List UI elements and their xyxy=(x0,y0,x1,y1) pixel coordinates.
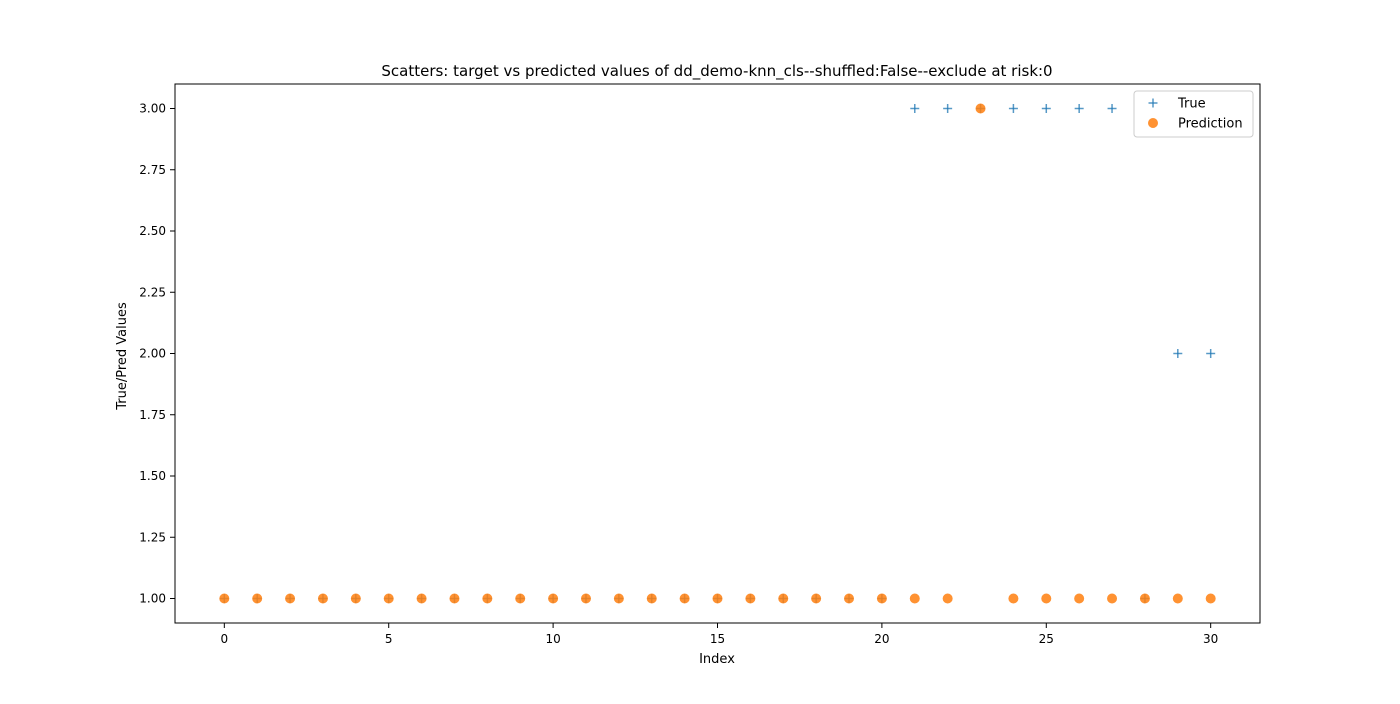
x-tick-label: 25 xyxy=(1039,632,1054,646)
legend-box xyxy=(1133,90,1254,138)
prediction-point xyxy=(613,593,624,604)
prediction-point xyxy=(548,593,559,604)
prediction-point xyxy=(679,593,690,604)
prediction-point xyxy=(844,593,855,604)
true-point xyxy=(1107,104,1117,113)
y-tick-label: 1.25 xyxy=(139,530,166,544)
legend-label: Prediction xyxy=(1178,117,1243,132)
true-point xyxy=(1206,349,1216,358)
y-tick-label: 1.00 xyxy=(139,592,166,606)
prediction-point xyxy=(383,593,394,604)
legend-marker xyxy=(1148,98,1158,108)
prediction-point xyxy=(580,593,591,604)
prediction-point xyxy=(811,593,822,604)
true-point xyxy=(1041,104,1051,113)
prediction-point xyxy=(1107,593,1118,604)
prediction-point xyxy=(942,593,953,604)
prediction-point xyxy=(1205,593,1216,604)
prediction-point xyxy=(778,593,789,604)
legend-marker xyxy=(1148,118,1158,128)
y-tick-label: 3.00 xyxy=(139,102,166,116)
true-point xyxy=(1074,104,1084,113)
legend: True Prediction xyxy=(1133,90,1254,138)
x-tick-label: 0 xyxy=(220,632,228,646)
x-tick-label: 10 xyxy=(545,632,560,646)
prediction-point xyxy=(350,593,361,604)
true-point xyxy=(1173,349,1183,358)
prediction-point xyxy=(1041,593,1052,604)
true-point xyxy=(943,104,953,113)
axes: 0 5 10 15 20 25 30 1.00 1.25 1.50 1.75 2.00 2.25 2.50… xyxy=(139,83,1261,646)
true-point xyxy=(910,104,920,113)
prediction-point xyxy=(416,593,427,604)
prediction-point xyxy=(745,593,756,604)
series-prediction xyxy=(219,103,1216,604)
legend-label: True xyxy=(1177,97,1206,112)
prediction-point xyxy=(909,593,920,604)
prediction-point xyxy=(646,593,657,604)
plot-area xyxy=(219,103,1216,604)
prediction-point xyxy=(1139,593,1150,604)
prediction-point xyxy=(975,103,986,114)
prediction-point xyxy=(1172,593,1183,604)
prediction-point xyxy=(1074,593,1085,604)
y-tick-label: 1.50 xyxy=(139,469,166,483)
prediction-point xyxy=(317,593,328,604)
prediction-point xyxy=(449,593,460,604)
x-tick-label: 30 xyxy=(1203,632,1218,646)
x-axis-label: Index xyxy=(699,652,735,667)
x-tick-label: 20 xyxy=(874,632,889,646)
prediction-point xyxy=(876,593,887,604)
prediction-point xyxy=(285,593,296,604)
chart-title: Scatters: target vs predicted values of … xyxy=(381,62,1052,81)
legend-entry-prediction: Prediction xyxy=(1148,117,1243,132)
x-tick-label: 5 xyxy=(385,632,393,646)
prediction-point xyxy=(219,593,230,604)
legend-entry-true: True xyxy=(1148,97,1206,112)
y-tick-label: 1.75 xyxy=(139,408,166,422)
y-tick-label: 2.25 xyxy=(139,285,166,299)
prediction-point xyxy=(712,593,723,604)
true-point xyxy=(1008,104,1018,113)
y-tick-label: 2.00 xyxy=(139,347,166,361)
prediction-point xyxy=(252,593,263,604)
plot-frame xyxy=(174,83,1261,624)
y-tick-label: 2.75 xyxy=(139,163,166,177)
y-tick-label: 2.50 xyxy=(139,224,166,238)
prediction-point xyxy=(1008,593,1019,604)
x-tick-label: 15 xyxy=(710,632,725,646)
series-true xyxy=(219,104,1216,603)
prediction-point xyxy=(515,593,526,604)
y-axis-label: True/Pred Values xyxy=(115,302,130,411)
prediction-point xyxy=(482,593,493,604)
